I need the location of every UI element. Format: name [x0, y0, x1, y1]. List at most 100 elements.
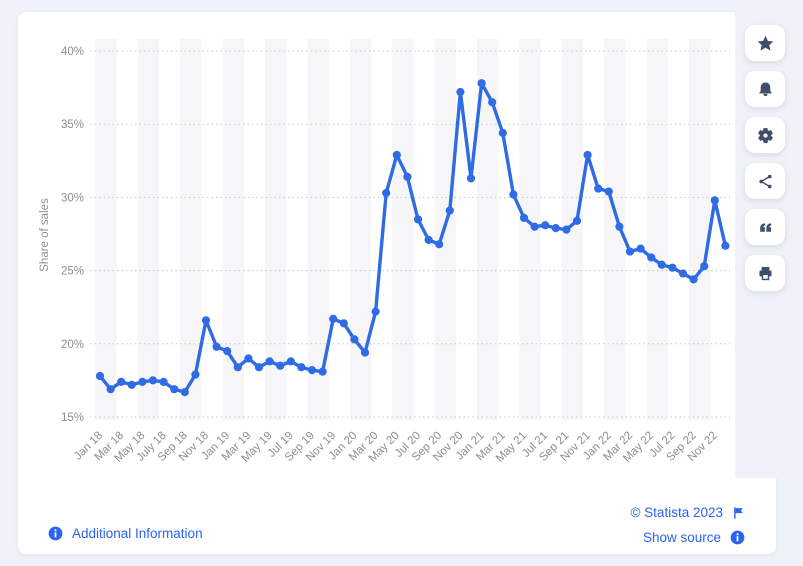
data-point — [509, 190, 518, 199]
gear-icon — [757, 127, 773, 143]
background-band — [265, 39, 287, 420]
toolbar — [745, 25, 785, 301]
data-point — [244, 354, 253, 363]
background-band — [477, 39, 499, 420]
data-point — [710, 196, 719, 205]
additional-information-label: Additional Information — [72, 526, 203, 541]
data-point — [541, 221, 550, 230]
data-point — [519, 213, 529, 222]
data-point — [307, 366, 317, 375]
y-tick-label: 35% — [61, 119, 84, 131]
y-tick-label: 25% — [61, 266, 84, 278]
data-point — [530, 222, 539, 231]
copyright-label: © Statista 2023 — [630, 505, 723, 520]
data-point — [700, 262, 709, 271]
data-point — [488, 98, 497, 107]
data-point — [254, 363, 264, 372]
data-point — [127, 380, 136, 389]
background-band — [222, 39, 244, 420]
background-band — [180, 39, 202, 420]
data-point — [615, 222, 624, 231]
cite-button[interactable] — [745, 209, 785, 245]
data-point — [445, 206, 454, 215]
data-point — [647, 253, 656, 262]
data-point — [286, 357, 295, 366]
data-point — [159, 377, 168, 386]
data-point — [562, 225, 571, 234]
data-point — [297, 363, 306, 372]
background-band — [137, 39, 160, 420]
data-point — [106, 385, 115, 394]
background-band — [392, 39, 414, 420]
info-icon — [48, 526, 63, 541]
data-point — [360, 348, 370, 357]
background-band — [604, 39, 626, 420]
print-button[interactable] — [745, 255, 785, 291]
data-point — [148, 376, 158, 385]
copyright-link[interactable]: © Statista 2023 — [630, 505, 745, 520]
data-point — [636, 244, 645, 253]
data-point — [456, 87, 465, 97]
data-point — [392, 150, 401, 160]
data-point — [551, 224, 560, 233]
settings-button[interactable] — [745, 117, 785, 153]
y-tick-label: 40% — [61, 46, 84, 58]
notification-button[interactable] — [745, 71, 785, 107]
data-point — [329, 314, 338, 324]
data-point — [413, 215, 423, 224]
y-tick-label: 15% — [61, 412, 84, 424]
data-point — [678, 269, 688, 278]
background-band — [95, 39, 117, 420]
show-source-label: Show source — [642, 530, 721, 545]
data-point — [350, 335, 359, 344]
data-point — [424, 235, 433, 244]
data-point — [180, 388, 189, 397]
data-point — [371, 307, 380, 316]
data-point — [403, 172, 412, 182]
data-point — [223, 347, 232, 356]
show-source-link[interactable]: Show source — [643, 530, 745, 545]
data-point — [170, 385, 179, 394]
favorite-button[interactable] — [745, 25, 785, 61]
star-icon — [757, 35, 773, 51]
data-point — [95, 371, 105, 381]
data-point — [498, 128, 507, 138]
data-point — [191, 370, 200, 379]
additional-information-link[interactable]: Additional Information — [48, 526, 203, 541]
data-point — [276, 361, 285, 370]
chart-card: 15% 20% 25% 30% 35% 40% Jan 18 Mar 18 May 18 July… — [18, 12, 776, 554]
y-tick-label: 30% — [61, 192, 84, 204]
share-button[interactable] — [745, 163, 785, 199]
flag-icon — [734, 506, 743, 519]
data-point — [668, 263, 677, 272]
data-point — [212, 342, 221, 351]
data-point — [339, 319, 348, 328]
data-point — [265, 357, 274, 366]
quote-icon — [759, 222, 772, 232]
background-band — [519, 39, 541, 420]
background-band — [561, 39, 584, 420]
share-icon — [758, 174, 772, 188]
y-axis-title: Share of sales — [39, 198, 51, 272]
data-point — [138, 377, 147, 386]
data-point — [233, 363, 242, 372]
info-icon — [730, 530, 745, 545]
data-point — [382, 188, 391, 198]
data-point — [583, 150, 592, 160]
data-point — [721, 241, 730, 250]
data-point — [689, 275, 698, 284]
background-band — [349, 39, 372, 420]
background-band — [689, 39, 711, 420]
y-tick-label: 20% — [61, 339, 84, 351]
data-point — [117, 377, 126, 386]
data-point — [594, 184, 603, 193]
data-point — [625, 247, 635, 256]
background-band — [646, 39, 668, 420]
data-point — [657, 260, 666, 269]
bell-icon — [758, 81, 772, 96]
data-point — [435, 240, 444, 249]
background-band — [307, 39, 329, 420]
data-point — [572, 216, 582, 225]
